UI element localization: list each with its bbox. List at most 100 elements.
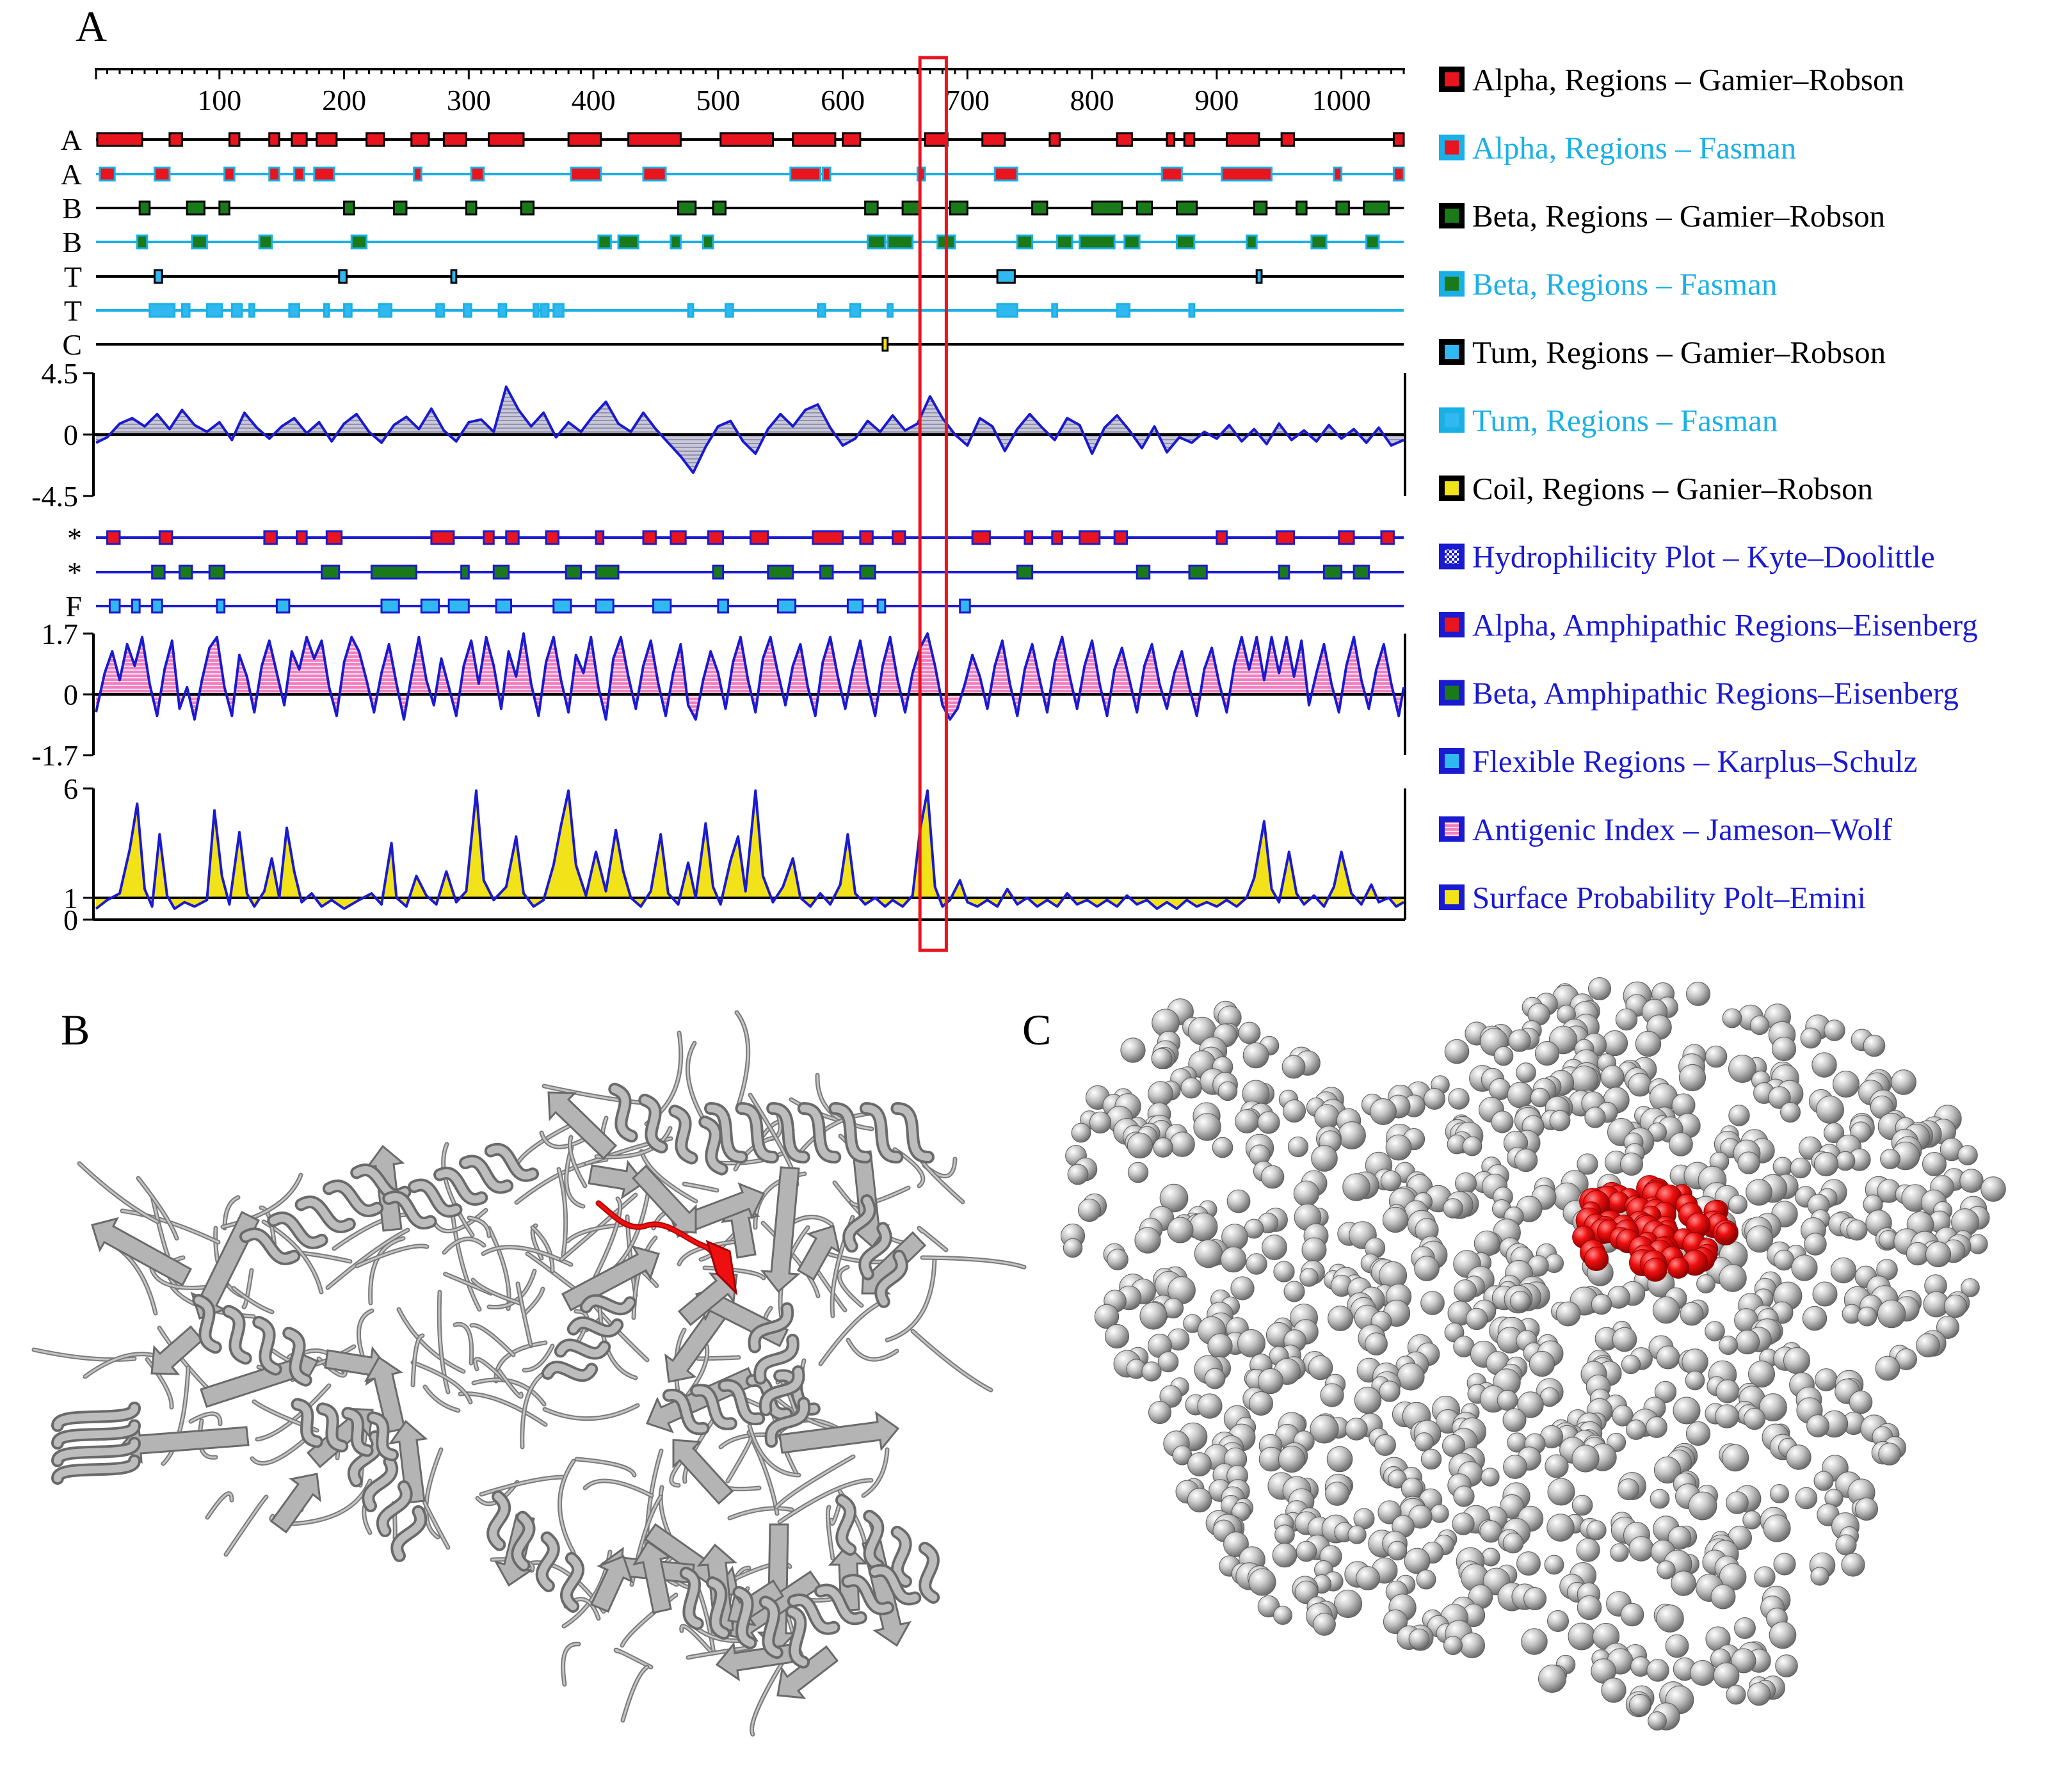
atom-sphere (1768, 1086, 1791, 1109)
atom-sphere (1356, 1566, 1380, 1590)
atom-sphere (1148, 1401, 1171, 1424)
coil-highlight (918, 1227, 947, 1251)
track-row: A (61, 124, 1405, 156)
coil-highlight (433, 1209, 487, 1233)
atom-sphere (1388, 1469, 1407, 1489)
track-segment (268, 166, 280, 182)
track-segment (321, 564, 341, 580)
track-segment (670, 530, 687, 545)
legend-label: Coil, Regions – Ganier–Robson (1472, 471, 1873, 506)
atom-sphere (1311, 1145, 1338, 1172)
atom-sphere (1742, 1510, 1762, 1530)
coil-highlight (443, 1238, 485, 1254)
atom-sphere (1365, 1332, 1388, 1355)
atom-sphere (1835, 1151, 1856, 1171)
atom-sphere (1159, 1183, 1189, 1213)
atom-sphere (1857, 1306, 1877, 1327)
track-segment (465, 200, 478, 216)
atom-sphere (1656, 1604, 1684, 1633)
helix-turn-face (385, 1193, 435, 1227)
track-segment (420, 598, 440, 614)
legend-item: Beta, Regions – Gamier–Robson (1439, 198, 1885, 234)
coil-highlight (735, 1011, 750, 1110)
atom-sphere (1806, 1414, 1829, 1437)
legend-item: Hydrophilicity Plot – Kyte–Doolittle (1439, 540, 1935, 575)
track-segment (136, 234, 149, 250)
sheet-arrow (672, 1439, 734, 1505)
track-segment (1296, 200, 1308, 216)
sheet-arrow (588, 1160, 646, 1200)
track-segment (924, 132, 949, 147)
atom-sphere (1620, 1603, 1644, 1627)
track-segment (595, 530, 605, 545)
track-segment (223, 166, 236, 182)
track-segment (1333, 166, 1343, 182)
atom-sphere (1534, 1041, 1560, 1066)
track-segment (812, 530, 844, 545)
atom-sphere (1104, 1323, 1130, 1349)
atom-sphere (1726, 1684, 1746, 1705)
atom-sphere (1591, 1293, 1612, 1315)
helix (486, 1490, 585, 1613)
atom-sphere (1287, 1136, 1309, 1158)
coil-highlight (256, 1384, 330, 1441)
legend-swatch-fill (1445, 890, 1459, 904)
track-segment (1310, 234, 1328, 250)
coil-highlight (232, 1287, 273, 1313)
atom-sphere (1665, 1634, 1689, 1658)
atom-sphere (1347, 1525, 1367, 1544)
highlight-atom (1643, 1258, 1667, 1282)
coil-segment (539, 1130, 586, 1149)
highlight-atom (1667, 1257, 1689, 1279)
helix-turn-face (707, 1105, 746, 1161)
helix-turn-face (664, 1391, 707, 1433)
atom-sphere (1167, 1217, 1194, 1243)
atom-sphere (1891, 1069, 1916, 1095)
legend-label: Flexible Regions – Karplus–Schulz (1472, 744, 1917, 779)
track-segment (996, 269, 1016, 284)
track-label: A (61, 158, 82, 191)
track-segment (275, 598, 291, 614)
track-segment (343, 303, 353, 318)
track-segment (1380, 530, 1395, 545)
track-segment (1176, 234, 1196, 250)
atom-sphere (1877, 1299, 1906, 1329)
track-segment (1056, 234, 1073, 250)
atom-sphere (1465, 1307, 1488, 1331)
atom-sphere (1235, 1109, 1259, 1133)
track-segment (495, 598, 513, 614)
atom-sphere (1811, 1052, 1837, 1078)
atom-sphere (1754, 1566, 1776, 1588)
atom-sphere (1812, 1281, 1838, 1307)
track-segment (378, 303, 393, 318)
helix-turn-face (799, 1105, 839, 1161)
track-segment (595, 564, 620, 580)
coil-segment (453, 1322, 474, 1366)
helix-turn-face (369, 1414, 397, 1459)
atom-sphere (1374, 1434, 1396, 1456)
track-segment (450, 269, 458, 284)
coil-highlight (921, 1256, 1025, 1268)
sheet-arrow (91, 1217, 193, 1287)
coil-highlight (886, 1258, 936, 1341)
atom-sphere (1077, 1198, 1102, 1222)
legend-label: Alpha, Amphipathic Regions–Eisenberg (1472, 607, 1978, 643)
track-segment (1136, 564, 1151, 580)
track-segment (1048, 132, 1061, 147)
coil-highlight (727, 1437, 752, 1482)
atom-sphere (1545, 1454, 1569, 1478)
track-segment (565, 564, 582, 580)
atom-sphere (1333, 1589, 1363, 1619)
x-tick-label: 200 (322, 84, 366, 116)
atom-sphere (1345, 1418, 1368, 1441)
coil-highlight (206, 1492, 233, 1519)
sheet-arrow (590, 1555, 634, 1613)
atom-sphere (1516, 1062, 1536, 1083)
helix-turn-face (893, 1105, 932, 1161)
atom-sphere (1610, 1543, 1629, 1562)
atom-sphere (1584, 1107, 1606, 1128)
helix-turn-face (54, 1404, 138, 1430)
x-tick-label: 400 (572, 84, 616, 116)
track-segment (993, 166, 1018, 182)
atom-sphere (1737, 1151, 1760, 1174)
